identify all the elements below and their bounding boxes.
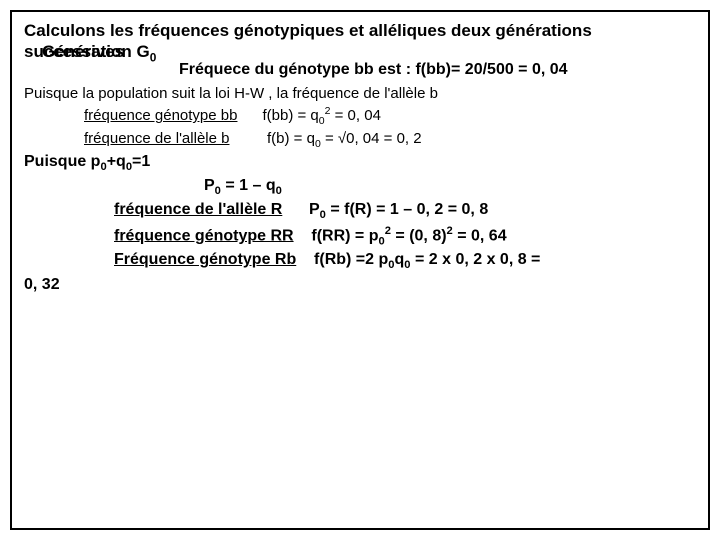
freq-allele-b-val: f(b) = q <box>267 130 315 147</box>
freq-geno-RR-end: = 0, 64 <box>453 227 507 244</box>
freq-geno-RR-label: fréquence génotype RR <box>114 227 294 244</box>
freq-geno-bb-val: f(bb) = q <box>262 107 318 124</box>
freq-geno-Rb-mid: q <box>395 251 405 268</box>
puisque-end: =1 <box>132 153 150 170</box>
p0-rest: = 1 – q <box>221 177 276 194</box>
freq-allele-R-rest: = f(R) = 1 – 0, 2 = 0, 8 <box>326 201 488 218</box>
freq-geno-Rb-rest: = 2 x 0, 2 x 0, 8 = <box>411 251 541 268</box>
p0-sym: P <box>204 177 215 194</box>
freq-allele-b-row: fréquence de l'allèle b f(b) = q0 = √0, … <box>84 129 696 151</box>
freq-geno-Rb-label: Fréquence génotype Rb <box>114 251 296 268</box>
gen-sub: 0 <box>150 51 157 65</box>
freq-geno-bb-row: fréquence génotype bb f(bb) = q02 = 0, 0… <box>84 104 696 128</box>
freq-allele-R-row: fréquence de l'allèle R P0 = f(R) = 1 – … <box>114 199 696 223</box>
freq-geno-RR-rest: = (0, 8) <box>391 227 447 244</box>
freq-allele-b-rest: = √0, 04 = 0, 2 <box>321 130 422 147</box>
puisque-mid: +q <box>107 153 126 170</box>
generation-label-wrap: Génération G0 <box>42 41 156 65</box>
final-value: 0, 32 <box>24 274 696 296</box>
p0-equals-line: P0 = 1 – q0 <box>204 175 696 199</box>
freq-geno-bb-rest: = 0, 04 <box>330 107 380 124</box>
freq-allele-R-label: fréquence de l'allèle R <box>114 201 282 218</box>
freq-geno-Rb-val: f(Rb) =2 p <box>314 251 388 268</box>
freq-geno-Rb-row: Fréquence génotype Rb f(Rb) =2 p0q0 = 2 … <box>114 249 696 273</box>
document-page: Calculons les fréquences génotypiques et… <box>10 10 710 530</box>
q0-sub2: 0 <box>276 185 282 197</box>
freq-geno-RR-val: f(RR) = p <box>311 227 378 244</box>
puisque-line: Puisque p0+q0=1 <box>24 151 696 175</box>
title-line-2: successives Génération G0 <box>24 41 696 62</box>
title-line-1: Calculons les fréquences génotypiques et… <box>24 20 696 41</box>
freq-geno-RR-row: fréquence génotype RR f(RR) = p02 = (0, … <box>114 224 696 250</box>
freq-geno-bb-label: fréquence génotype bb <box>84 107 237 124</box>
hw-line: Puisque la population suit la loi H-W , … <box>24 84 696 104</box>
puisque-prefix: Puisque p <box>24 153 100 170</box>
freq-allele-b-label: fréquence de l'allèle b <box>84 130 229 147</box>
freq-allele-R-val: P <box>309 201 320 218</box>
generation-label: Génération G <box>42 42 150 61</box>
p0-sub4: 0 <box>379 235 385 247</box>
